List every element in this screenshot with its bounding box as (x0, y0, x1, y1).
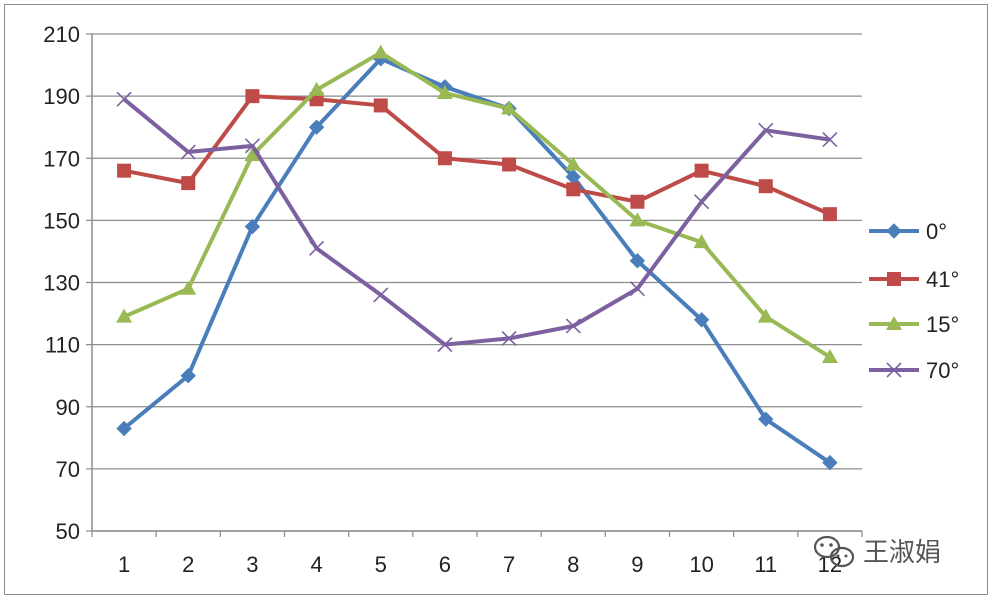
data-point (373, 287, 389, 303)
legend-item: 15° (869, 312, 959, 337)
legend-marker (887, 272, 901, 286)
data-point (308, 81, 325, 96)
series-line (123, 50, 831, 359)
x-tick-label: 2 (182, 552, 194, 577)
x-tick-labels: 1 2 3 4 5 6 7 8 9 10 11 12 (118, 552, 842, 577)
legend-marker (886, 362, 902, 378)
series-line (122, 97, 831, 347)
series-line (122, 56, 832, 465)
data-point (757, 308, 774, 323)
gridlines (86, 33, 863, 537)
data-point (822, 207, 837, 222)
watermark: 王淑娟 (813, 535, 941, 568)
data-point (116, 91, 132, 107)
legend-marker (886, 223, 902, 239)
data-point (630, 194, 645, 209)
data-point (694, 194, 710, 210)
data-point (372, 44, 389, 59)
data-point (758, 411, 774, 427)
x-tick-label: 7 (503, 552, 515, 577)
data-point (758, 122, 774, 138)
x-tick-label: 9 (631, 552, 643, 577)
data-point (629, 281, 645, 297)
data-point (180, 367, 196, 384)
y-tick-label: 70 (56, 457, 80, 482)
wechat-icon (813, 535, 855, 568)
data-point (565, 156, 582, 171)
legend-label: 0° (926, 219, 947, 244)
data-point (180, 144, 196, 160)
data-point (437, 337, 453, 353)
data-point (116, 420, 132, 437)
y-tick-label: 50 (56, 519, 80, 544)
data-point (629, 253, 646, 269)
x-tick-label: 8 (567, 552, 579, 577)
data-point (117, 163, 132, 178)
series-0 (116, 51, 838, 471)
y-tick-label: 210 (43, 22, 80, 47)
y-tick-label: 150 (43, 208, 80, 233)
legend-item: 41° (869, 267, 959, 292)
data-point (565, 318, 581, 334)
data-point (180, 280, 197, 295)
data-point (181, 176, 196, 191)
x-tick-label: 5 (375, 552, 387, 577)
series-3 (116, 91, 838, 353)
data-point (437, 151, 452, 166)
data-point (244, 138, 260, 154)
data-point (116, 308, 133, 323)
legend-label: 41° (926, 267, 959, 292)
x-tick-label: 3 (246, 552, 258, 577)
data-point (308, 119, 325, 135)
data-point (822, 132, 838, 148)
data-point (693, 312, 710, 328)
data-point (501, 330, 517, 346)
x-tick-label: 1 (118, 552, 130, 577)
data-point (309, 240, 325, 256)
y-tick-label: 90 (56, 395, 80, 420)
data-point (758, 179, 773, 194)
series-lines (116, 44, 838, 471)
data-point (373, 98, 388, 113)
series-line (123, 94, 831, 216)
legend: 0° 41° 15° 70° (869, 219, 959, 383)
legend-marker (886, 316, 902, 330)
axes (91, 34, 862, 532)
legend-item: 70° (869, 358, 959, 383)
x-tick-label: 10 (689, 552, 713, 577)
data-point (694, 163, 709, 178)
legend-label: 15° (926, 312, 959, 337)
data-point (244, 147, 261, 162)
data-point (244, 218, 261, 235)
y-tick-label: 170 (43, 146, 80, 171)
data-point (502, 157, 517, 172)
data-point (501, 100, 518, 115)
series-2 (116, 44, 838, 364)
legend-label: 70° (926, 358, 959, 383)
data-point (822, 454, 838, 471)
data-point (566, 182, 581, 197)
y-tick-label: 110 (45, 333, 80, 358)
x-tick-label: 4 (310, 552, 322, 577)
data-point (821, 349, 838, 364)
data-point (693, 234, 710, 249)
watermark-text: 王淑娟 (863, 538, 941, 568)
x-tick-label: 11 (754, 552, 777, 577)
data-point (436, 85, 453, 100)
y-tick-labels: 50 70 90 110 130 150 170 190 210 (43, 22, 80, 544)
x-tick-label: 6 (439, 552, 451, 577)
data-point (629, 212, 646, 227)
data-point (245, 89, 260, 104)
legend-item: 0° (869, 219, 947, 244)
y-tick-label: 190 (43, 84, 80, 109)
series-1 (117, 89, 837, 222)
y-tick-label: 130 (43, 271, 80, 296)
